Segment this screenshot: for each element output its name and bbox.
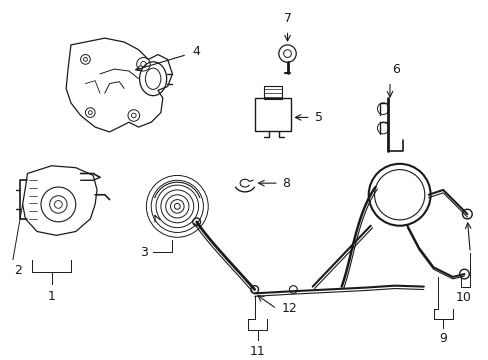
Text: 8: 8: [281, 177, 289, 190]
Text: 9: 9: [438, 332, 446, 345]
Text: 5: 5: [314, 111, 322, 124]
Text: 2: 2: [14, 264, 21, 277]
Text: 4: 4: [192, 45, 200, 58]
Text: 6: 6: [391, 63, 399, 76]
Text: 7: 7: [283, 12, 291, 24]
Text: 3: 3: [140, 246, 148, 259]
Text: 12: 12: [281, 302, 297, 315]
Text: 11: 11: [249, 345, 265, 357]
Text: 1: 1: [47, 289, 56, 302]
Text: 10: 10: [455, 292, 470, 305]
